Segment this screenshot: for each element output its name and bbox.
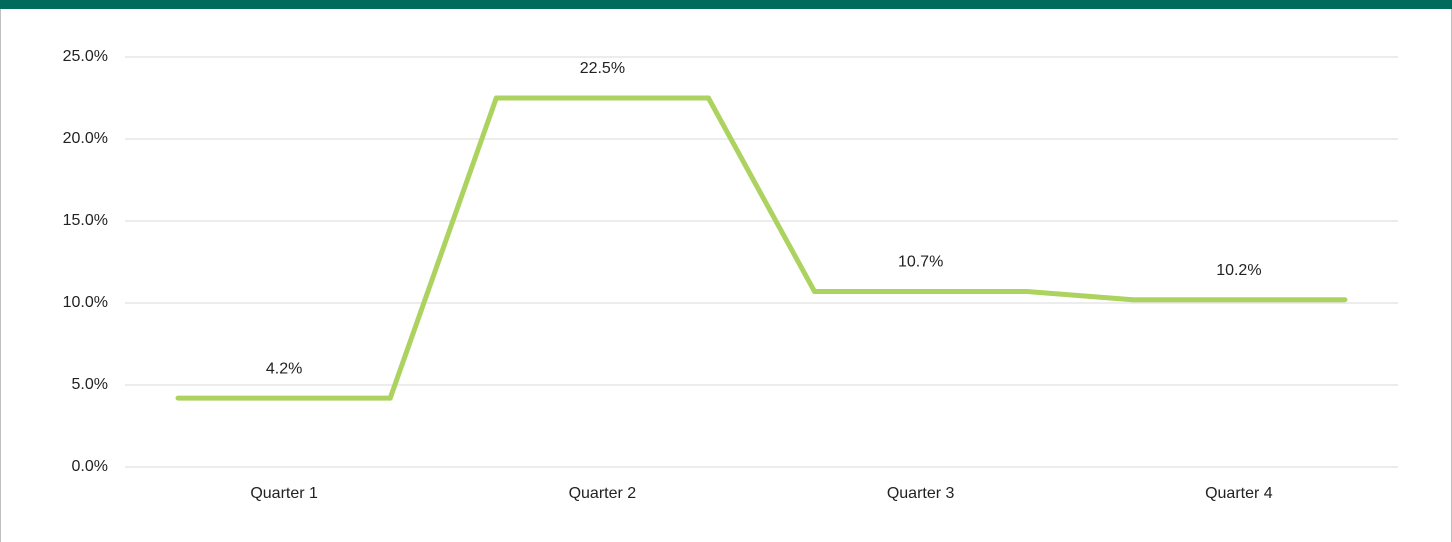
data-label: 22.5% [580, 60, 625, 77]
y-tick-label: 0.0% [72, 458, 108, 475]
data-label: 10.7% [898, 254, 943, 271]
y-tick-label: 15.0% [63, 212, 108, 229]
x-tick-label: Quarter 4 [1205, 485, 1273, 502]
x-tick-label: Quarter 1 [250, 485, 318, 502]
y-tick-label: 20.0% [63, 130, 108, 147]
y-tick-label: 5.0% [72, 376, 108, 393]
y-tick-label: 10.0% [63, 294, 108, 311]
data-label: 4.2% [266, 360, 302, 377]
header-bar [0, 0, 1452, 9]
data-label: 10.2% [1216, 262, 1261, 279]
line-connector [1024, 289, 1136, 303]
x-tick-label: Quarter 2 [569, 485, 637, 502]
line-connector [705, 95, 818, 295]
x-tick-label: Quarter 3 [887, 485, 955, 502]
line-connector [387, 95, 499, 401]
y-tick-label: 25.0% [63, 48, 108, 65]
